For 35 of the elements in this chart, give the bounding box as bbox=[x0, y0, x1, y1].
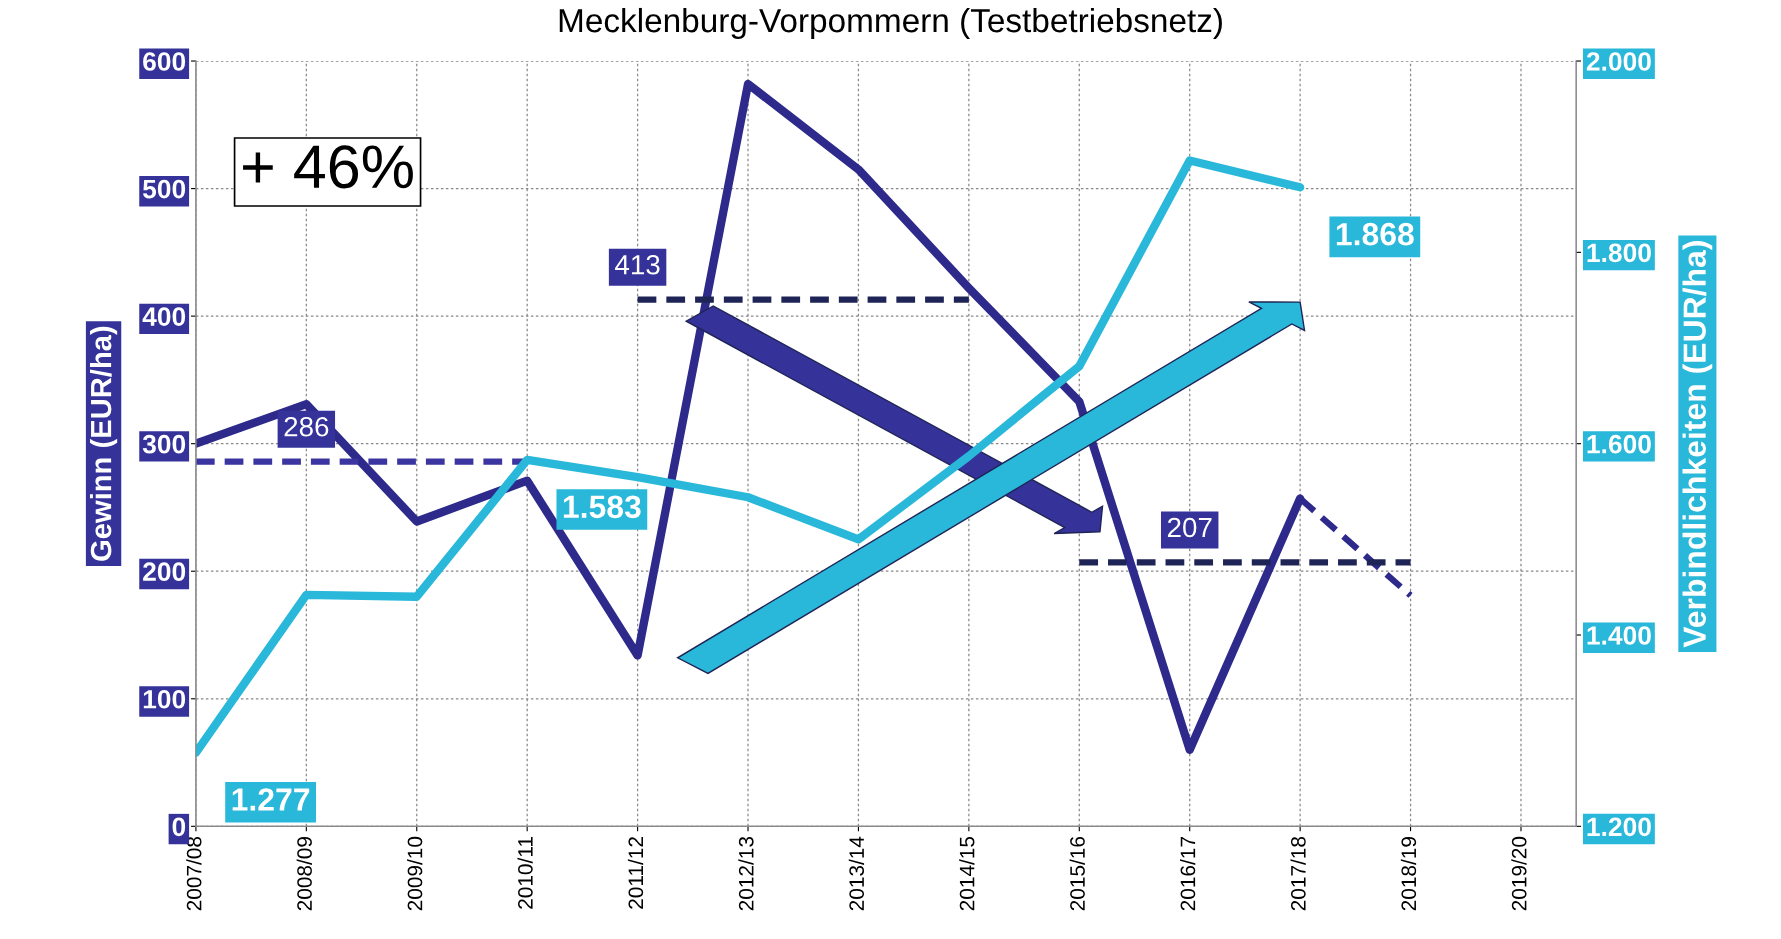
data-label: 413 bbox=[615, 254, 660, 275]
x-tick-label: 2013/14 bbox=[848, 836, 865, 911]
x-tick-label: 2014/15 bbox=[959, 836, 975, 911]
x-tick-label: 2010/11 bbox=[517, 837, 533, 909]
x-tick-label: 2008/09 bbox=[296, 837, 312, 911]
y2-tick-label: 1.200 bbox=[1587, 817, 1651, 837]
data-label: 286 bbox=[284, 416, 329, 437]
annotation: + 46% bbox=[243, 145, 413, 189]
y2-tick-label: 1.600 bbox=[1587, 434, 1651, 454]
data-label: 1.583 bbox=[563, 495, 641, 519]
x-tick-label: 2009/10 bbox=[407, 836, 423, 911]
y-tick-label: 300 bbox=[142, 434, 186, 454]
chart-title: Mecklenburg-Vorpommern (Testbetriebsnetz) bbox=[559, 7, 1222, 40]
data-label: 1.277 bbox=[232, 788, 310, 811]
y-tick-label: 400 bbox=[142, 307, 186, 326]
y-tick-label: 200 bbox=[143, 562, 186, 582]
data-label: 1.868 bbox=[1336, 222, 1414, 246]
y2-tick-label: 1.800 bbox=[1587, 243, 1651, 263]
y2-axis-title: Verbindlichkeiten (EUR/ha) bbox=[1682, 241, 1713, 648]
y-tick-label: 100 bbox=[143, 689, 186, 709]
x-tick-label: 2016/17 bbox=[1180, 837, 1196, 911]
y-tick-label: 500 bbox=[142, 179, 186, 199]
x-tick-label: 2011/12 bbox=[627, 837, 644, 909]
x-tick-label: 2018/19 bbox=[1400, 837, 1417, 911]
x-tick-label: 2017/18 bbox=[1290, 836, 1306, 911]
y2-tick-label: 1.400 bbox=[1587, 626, 1651, 645]
y2-tick-label: 2.000 bbox=[1586, 52, 1651, 71]
y-tick-label: 600 bbox=[143, 52, 186, 71]
y-axis-title: Gewinn (EUR/ha) bbox=[89, 326, 118, 561]
x-tick-label: 2015/16 bbox=[1069, 836, 1085, 911]
x-tick-label: 2019/20 bbox=[1511, 836, 1527, 911]
y-tick-label: 0 bbox=[172, 817, 186, 837]
x-tick-label: 2012/13 bbox=[738, 836, 754, 911]
data-label: 207 bbox=[1167, 517, 1212, 538]
x-tick-label: 2007/08 bbox=[186, 836, 202, 911]
